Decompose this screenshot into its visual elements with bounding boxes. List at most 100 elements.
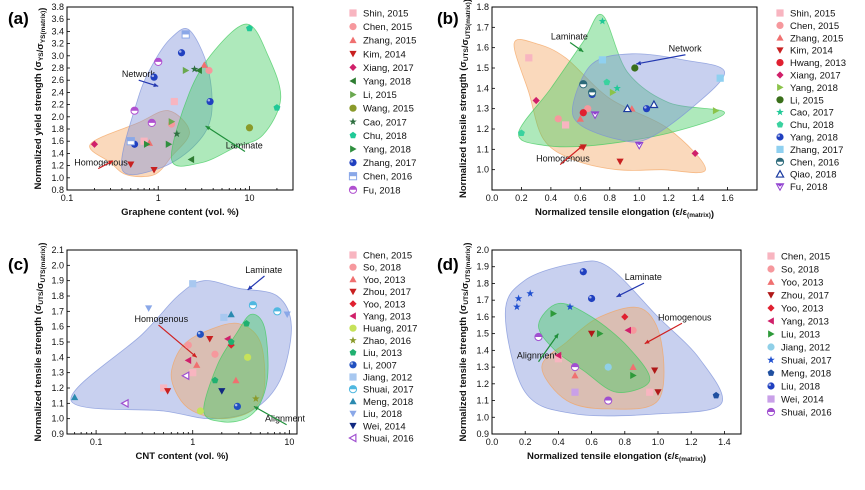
x-tick-label: 1.0 (633, 193, 646, 203)
data-point (127, 161, 135, 168)
y-tick-label: 3.2 (51, 39, 64, 49)
chart-panel-3: (c) 0.9 1.0 1.1 1.2 1.3 1.4 1.5 1.6 1.7 1.8 1.9 2.0 2… (8, 242, 417, 462)
data-point (184, 356, 192, 364)
data-point (170, 97, 178, 106)
legend-entry: Shuai, 2017 (363, 385, 414, 396)
y-axis-label: Normalized tensile strength (σUTS/σUTS(m… (33, 242, 48, 441)
legend-marker (349, 104, 357, 112)
chart-panel-4: (d) 0.9 1.0 1.1 1.2 1.3 1.4 1.5 1.6 1.7 1.8 1.9 2.0 0… (437, 242, 832, 464)
legend-marker (349, 117, 357, 125)
legend-entry: Shin, 2015 (790, 9, 835, 20)
data-point (622, 103, 633, 113)
annotation-arrow-head (554, 333, 559, 339)
data-point (150, 166, 158, 174)
legend-entry: Li, 2015 (363, 90, 397, 101)
legend-entry: Wei, 2014 (781, 395, 824, 406)
x-tick-label: 1.2 (662, 193, 675, 203)
legend-entry: Chen, 2015 (363, 251, 412, 262)
y-tick-label: 1.6 (476, 312, 489, 322)
legend-marker (776, 145, 784, 153)
data-point (526, 289, 534, 297)
legend-entry: Liu, 2018 (363, 409, 402, 420)
data-point (603, 78, 611, 86)
legend-marker (350, 145, 357, 153)
data-point (233, 402, 242, 410)
y-tick-label: 1.3 (476, 104, 489, 114)
legend-entry: Qiao, 2018 (790, 170, 836, 181)
data-point (154, 57, 163, 67)
annotation-arrow-line (538, 333, 559, 363)
legend-marker (349, 361, 357, 369)
legend-marker (777, 83, 784, 91)
x-tick-label: 0.2 (515, 193, 528, 203)
data-point (642, 105, 651, 113)
legend-marker (349, 77, 356, 85)
data-point (160, 384, 168, 392)
legend-entry: So, 2018 (363, 263, 401, 274)
x-axis-label: Normalized tensile elongation (ε/ε(matri… (527, 451, 706, 464)
x-tick-label: 1.0 (652, 437, 665, 447)
legend-entry: Jiang, 2012 (781, 343, 830, 354)
data-point (227, 338, 235, 345)
data-point (248, 301, 258, 310)
data-point (211, 350, 219, 358)
data-point (206, 97, 214, 106)
x-tick-label: 0.4 (545, 193, 558, 203)
data-point (631, 64, 639, 72)
data-point (513, 302, 521, 311)
data-point (187, 155, 195, 164)
x-tick-label: 0.0 (486, 437, 499, 447)
annotation-arrow-head (205, 125, 211, 131)
legend-marker (775, 157, 785, 166)
y-tick-label: 2.0 (51, 260, 64, 270)
y-tick-label: 1.1 (476, 396, 489, 406)
annotation-homogenous: Homogenous (135, 314, 189, 324)
x-tick-label: 0.6 (574, 193, 587, 203)
legend-marker (767, 343, 775, 351)
legend-marker (349, 373, 357, 381)
data-point (649, 99, 659, 109)
data-point (206, 336, 214, 343)
data-point (654, 389, 662, 396)
legend-entry: Shuai, 2017 (781, 356, 832, 367)
data-point (534, 332, 543, 342)
legend-entry: Yang, 2018 (790, 83, 838, 94)
y-tick-label: 2.8 (51, 63, 64, 73)
legend-entry: Jiang, 2012 (363, 373, 412, 384)
data-point (579, 268, 587, 276)
y-tick-label: 1.6 (476, 43, 489, 53)
legend-entry: Zhang, 2015 (363, 36, 416, 47)
legend-entry: So, 2018 (781, 265, 819, 276)
legend-marker (776, 21, 784, 29)
y-tick-label: 1.3 (51, 368, 64, 378)
y-tick-label: 1.0 (476, 412, 489, 422)
data-point (227, 310, 235, 318)
region-network (571, 53, 725, 143)
legend-marker (776, 121, 784, 128)
annotation-arrow-head (616, 292, 622, 297)
legend-entry: Xiang, 2017 (790, 71, 841, 82)
y-tick-label: 2.1 (51, 245, 64, 255)
data-point (147, 118, 156, 128)
legend-marker (776, 59, 784, 67)
y-tick-label: 1.6 (51, 136, 64, 146)
plot-frame (66, 6, 294, 191)
y-tick-label: 1.0 (476, 165, 489, 175)
legend-marker (767, 317, 774, 325)
legend-entry: Chen, 2015 (790, 21, 839, 32)
y-tick-label: 1.4 (51, 352, 64, 362)
panel-label: (c) (8, 255, 29, 274)
annotation-homogenous: Homogenous (536, 154, 590, 164)
data-point (550, 309, 558, 318)
legend-entry: Cao, 2017 (363, 117, 407, 128)
annotation-arrow-head (108, 160, 114, 165)
legend-marker (349, 288, 357, 296)
data-point (190, 65, 199, 73)
data-point (571, 371, 579, 379)
data-point (646, 388, 654, 396)
legend-marker (776, 71, 784, 79)
data-point (150, 73, 158, 81)
legend-entry: Yoo, 2013 (363, 275, 405, 286)
legend-marker (776, 34, 784, 41)
panel-label: (b) (437, 9, 459, 28)
